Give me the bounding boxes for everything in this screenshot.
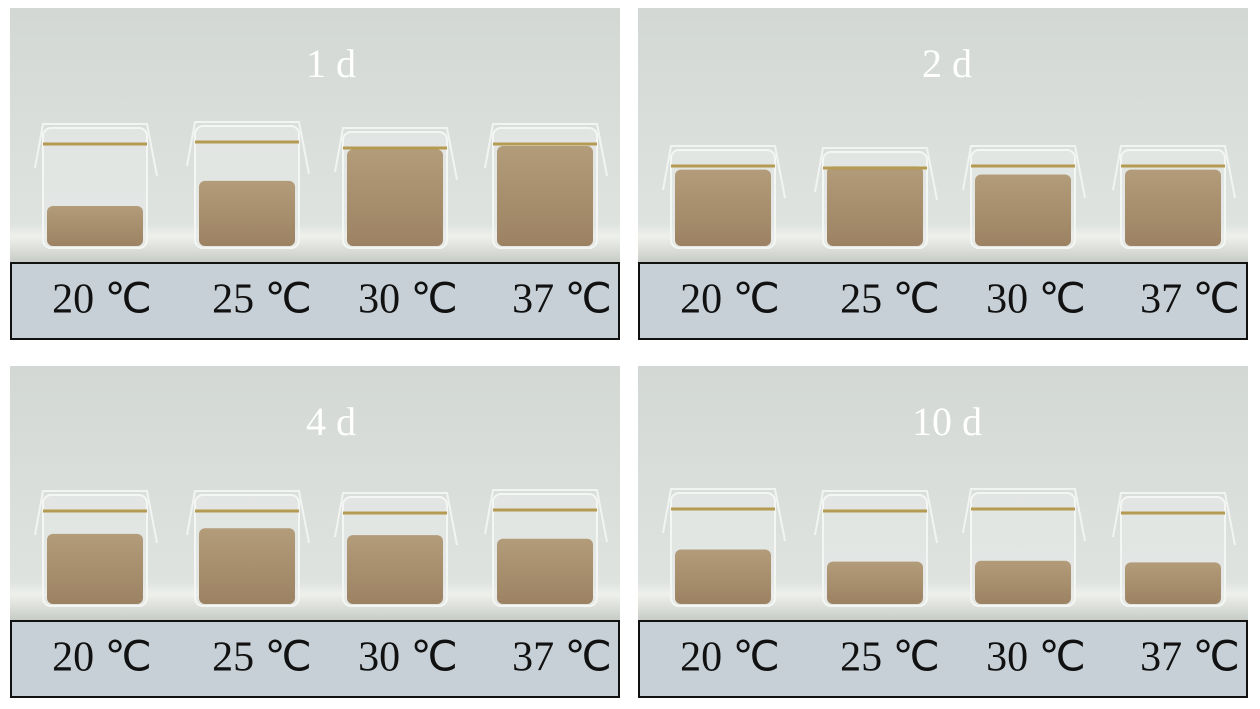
- temperature-label: 30 ℃: [986, 277, 1086, 323]
- label-box: [10, 620, 620, 698]
- panel: 4 d 20 ℃ 25 ℃ 30 ℃ 37 ℃: [10, 366, 620, 698]
- panel-title: 1 d: [306, 41, 356, 86]
- panel-title: 10 d: [912, 399, 982, 444]
- temperature-label: 20 ℃: [680, 635, 780, 681]
- plastic-film: [186, 490, 310, 544]
- soil: [675, 549, 771, 604]
- temperature-label: 30 ℃: [358, 635, 458, 681]
- plastic-film: [962, 488, 1086, 542]
- temperature-label: 20 ℃: [680, 277, 780, 323]
- label-box: [10, 262, 620, 340]
- temperature-label: 25 ℃: [212, 635, 312, 681]
- temperature-label: 20 ℃: [52, 277, 152, 323]
- temperature-label: 37 ℃: [1140, 277, 1240, 323]
- plastic-film: [34, 490, 158, 544]
- plastic-film: [334, 127, 458, 181]
- temperature-label: 20 ℃: [52, 635, 152, 681]
- soil: [827, 561, 923, 604]
- plastic-film: [814, 147, 938, 201]
- temperature-label: 37 ℃: [512, 635, 612, 681]
- temperature-label: 37 ℃: [512, 277, 612, 323]
- soil: [827, 166, 923, 246]
- soil: [47, 206, 143, 246]
- panel-title: 4 d: [306, 399, 356, 444]
- panel: 2 d 20 ℃ 25 ℃ 30 ℃ 37 ℃: [638, 8, 1248, 340]
- plastic-film: [1112, 492, 1236, 546]
- soil: [199, 180, 295, 246]
- soil: [347, 149, 443, 246]
- temperature-label: 25 ℃: [840, 635, 940, 681]
- plastic-film: [484, 489, 608, 543]
- temperature-label: 30 ℃: [358, 277, 458, 323]
- plastic-film: [662, 488, 786, 542]
- plastic-film: [334, 492, 458, 546]
- temperature-label: 30 ℃: [986, 635, 1086, 681]
- panel: 10 d 20 ℃ 25 ℃ 30 ℃ 37 ℃: [638, 366, 1248, 698]
- plastic-film: [814, 490, 938, 544]
- temperature-label: 25 ℃: [212, 277, 312, 323]
- soil: [497, 538, 593, 604]
- plastic-film: [662, 145, 786, 199]
- temperature-label: 25 ℃: [840, 277, 940, 323]
- label-box: [638, 262, 1248, 340]
- panel-title: 2 d: [922, 41, 972, 86]
- plastic-film: [484, 123, 608, 177]
- plastic-film: [1112, 145, 1236, 199]
- soil: [199, 528, 295, 604]
- temperature-label: 37 ℃: [1140, 635, 1240, 681]
- panel: 1 d 20 ℃ 25 ℃ 30 ℃ 37 ℃: [10, 8, 620, 340]
- plastic-film: [34, 123, 158, 177]
- soil: [975, 560, 1071, 604]
- soil: [975, 174, 1071, 246]
- plastic-film: [962, 145, 1086, 199]
- plastic-film: [186, 121, 310, 175]
- soil: [675, 169, 771, 246]
- soil: [1125, 562, 1221, 604]
- label-box: [638, 620, 1248, 698]
- soil: [497, 146, 593, 246]
- soil: [47, 533, 143, 604]
- soil: [1125, 169, 1221, 246]
- soil: [347, 535, 443, 604]
